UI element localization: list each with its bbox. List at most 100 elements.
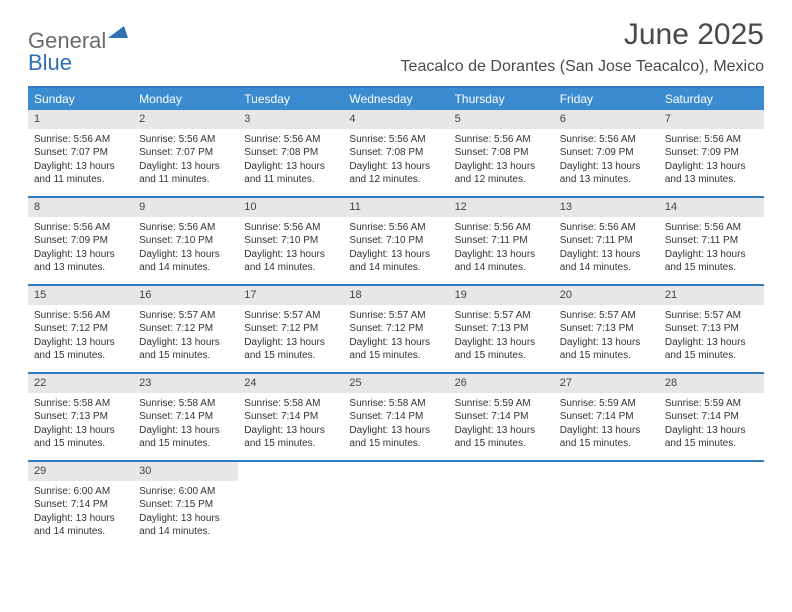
daylight-text: Daylight: 13 hours xyxy=(34,248,127,262)
sunset-text: Sunset: 7:12 PM xyxy=(349,322,442,336)
day-number: 20 xyxy=(554,286,659,305)
day-number: 10 xyxy=(238,198,343,217)
daylight-text: Daylight: 13 hours xyxy=(455,248,548,262)
day-number: 5 xyxy=(449,110,554,129)
day-number: 11 xyxy=(343,198,448,217)
sunrise-text: Sunrise: 5:57 AM xyxy=(455,309,548,323)
day-cell: 17Sunrise: 5:57 AMSunset: 7:12 PMDayligh… xyxy=(238,286,343,372)
sunset-text: Sunset: 7:11 PM xyxy=(560,234,653,248)
day-cell: 25Sunrise: 5:58 AMSunset: 7:14 PMDayligh… xyxy=(343,374,448,460)
sunset-text: Sunset: 7:09 PM xyxy=(34,234,127,248)
dow-header: Wednesday xyxy=(343,88,448,110)
day-number: 1 xyxy=(28,110,133,129)
day-number-empty xyxy=(343,462,448,481)
weeks-container: 1Sunrise: 5:56 AMSunset: 7:07 PMDaylight… xyxy=(28,110,764,548)
day-cell: 7Sunrise: 5:56 AMSunset: 7:09 PMDaylight… xyxy=(659,110,764,196)
sunset-text: Sunset: 7:08 PM xyxy=(455,146,548,160)
sunrise-text: Sunrise: 5:56 AM xyxy=(349,133,442,147)
sunset-text: Sunset: 7:14 PM xyxy=(665,410,758,424)
sunrise-text: Sunrise: 5:57 AM xyxy=(244,309,337,323)
day-cell: 21Sunrise: 5:57 AMSunset: 7:13 PMDayligh… xyxy=(659,286,764,372)
day-number: 8 xyxy=(28,198,133,217)
daylight-text: Daylight: 13 hours xyxy=(349,424,442,438)
day-number: 4 xyxy=(343,110,448,129)
sunrise-text: Sunrise: 5:56 AM xyxy=(34,133,127,147)
daylight-text: Daylight: 13 hours xyxy=(244,336,337,350)
sunset-text: Sunset: 7:13 PM xyxy=(455,322,548,336)
sunset-text: Sunset: 7:13 PM xyxy=(560,322,653,336)
daylight-text: Daylight: 13 hours xyxy=(560,248,653,262)
dow-header: Monday xyxy=(133,88,238,110)
calendar: Sunday Monday Tuesday Wednesday Thursday… xyxy=(28,86,764,548)
sunset-text: Sunset: 7:11 PM xyxy=(665,234,758,248)
sunrise-text: Sunrise: 5:56 AM xyxy=(244,133,337,147)
day-number: 9 xyxy=(133,198,238,217)
sunrise-text: Sunrise: 5:56 AM xyxy=(34,221,127,235)
sunset-text: Sunset: 7:13 PM xyxy=(665,322,758,336)
day-cell xyxy=(238,462,343,548)
daylight-text: and 15 minutes. xyxy=(244,437,337,451)
sunset-text: Sunset: 7:10 PM xyxy=(349,234,442,248)
daylight-text: Daylight: 13 hours xyxy=(244,248,337,262)
dow-header: Sunday xyxy=(28,88,133,110)
dow-header: Friday xyxy=(554,88,659,110)
daylight-text: and 15 minutes. xyxy=(34,437,127,451)
day-cell: 2Sunrise: 5:56 AMSunset: 7:07 PMDaylight… xyxy=(133,110,238,196)
daylight-text: Daylight: 13 hours xyxy=(139,336,232,350)
daylight-text: Daylight: 13 hours xyxy=(455,160,548,174)
sunset-text: Sunset: 7:09 PM xyxy=(665,146,758,160)
daylight-text: and 14 minutes. xyxy=(560,261,653,275)
day-number: 29 xyxy=(28,462,133,481)
sunset-text: Sunset: 7:15 PM xyxy=(139,498,232,512)
day-cell xyxy=(554,462,659,548)
sunset-text: Sunset: 7:12 PM xyxy=(139,322,232,336)
daylight-text: Daylight: 13 hours xyxy=(455,424,548,438)
sunrise-text: Sunrise: 5:56 AM xyxy=(349,221,442,235)
daylight-text: Daylight: 13 hours xyxy=(560,336,653,350)
daylight-text: Daylight: 13 hours xyxy=(560,424,653,438)
day-number: 12 xyxy=(449,198,554,217)
day-cell: 23Sunrise: 5:58 AMSunset: 7:14 PMDayligh… xyxy=(133,374,238,460)
day-cell: 6Sunrise: 5:56 AMSunset: 7:09 PMDaylight… xyxy=(554,110,659,196)
day-cell xyxy=(449,462,554,548)
daylight-text: and 15 minutes. xyxy=(244,349,337,363)
daylight-text: and 12 minutes. xyxy=(349,173,442,187)
daylight-text: Daylight: 13 hours xyxy=(665,248,758,262)
day-cell: 28Sunrise: 5:59 AMSunset: 7:14 PMDayligh… xyxy=(659,374,764,460)
dow-header: Saturday xyxy=(659,88,764,110)
sunrise-text: Sunrise: 5:56 AM xyxy=(455,133,548,147)
sunrise-text: Sunrise: 5:59 AM xyxy=(665,397,758,411)
daylight-text: Daylight: 13 hours xyxy=(139,160,232,174)
sunrise-text: Sunrise: 6:00 AM xyxy=(139,485,232,499)
daylight-text: and 15 minutes. xyxy=(665,349,758,363)
day-cell: 20Sunrise: 5:57 AMSunset: 7:13 PMDayligh… xyxy=(554,286,659,372)
daylight-text: Daylight: 13 hours xyxy=(139,512,232,526)
sunrise-text: Sunrise: 5:56 AM xyxy=(665,133,758,147)
sunset-text: Sunset: 7:14 PM xyxy=(560,410,653,424)
sunrise-text: Sunrise: 5:58 AM xyxy=(34,397,127,411)
week-row: 15Sunrise: 5:56 AMSunset: 7:12 PMDayligh… xyxy=(28,286,764,374)
sunset-text: Sunset: 7:08 PM xyxy=(349,146,442,160)
daylight-text: Daylight: 13 hours xyxy=(244,424,337,438)
sunset-text: Sunset: 7:13 PM xyxy=(34,410,127,424)
day-cell: 12Sunrise: 5:56 AMSunset: 7:11 PMDayligh… xyxy=(449,198,554,284)
daylight-text: Daylight: 13 hours xyxy=(349,160,442,174)
day-number: 19 xyxy=(449,286,554,305)
daylight-text: and 14 minutes. xyxy=(455,261,548,275)
dow-header: Thursday xyxy=(449,88,554,110)
sunrise-text: Sunrise: 5:56 AM xyxy=(560,221,653,235)
sunset-text: Sunset: 7:07 PM xyxy=(139,146,232,160)
location-text: Teacalco de Dorantes (San Jose Teacalco)… xyxy=(401,58,764,76)
sunset-text: Sunset: 7:10 PM xyxy=(244,234,337,248)
daylight-text: Daylight: 13 hours xyxy=(665,336,758,350)
brand-part2: Blue xyxy=(28,50,72,75)
month-title: June 2025 xyxy=(401,18,764,52)
daylight-text: and 15 minutes. xyxy=(34,349,127,363)
daylight-text: and 15 minutes. xyxy=(349,437,442,451)
sunrise-text: Sunrise: 5:57 AM xyxy=(665,309,758,323)
daylight-text: Daylight: 13 hours xyxy=(34,512,127,526)
day-number: 13 xyxy=(554,198,659,217)
day-number: 18 xyxy=(343,286,448,305)
day-cell: 10Sunrise: 5:56 AMSunset: 7:10 PMDayligh… xyxy=(238,198,343,284)
sunrise-text: Sunrise: 5:59 AM xyxy=(560,397,653,411)
